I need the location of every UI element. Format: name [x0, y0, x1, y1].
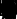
- Text: 60: 60: [2, 5, 17, 19]
- Text: 90: 90: [0, 0, 13, 19]
- Text: 80: 80: [0, 3, 14, 19]
- Text: 20: 20: [0, 0, 17, 12]
- Text: 30: 30: [0, 0, 17, 12]
- Text: 200: 200: [0, 0, 17, 12]
- Text: 70: 70: [0, 8, 17, 19]
- Text: Figure 2: Figure 2: [1, 0, 17, 14]
- Text: 10: 10: [0, 8, 17, 19]
- Text: 100: 100: [0, 0, 17, 16]
- Text: 50: 50: [3, 2, 17, 19]
- Text: 40: 40: [3, 0, 17, 18]
